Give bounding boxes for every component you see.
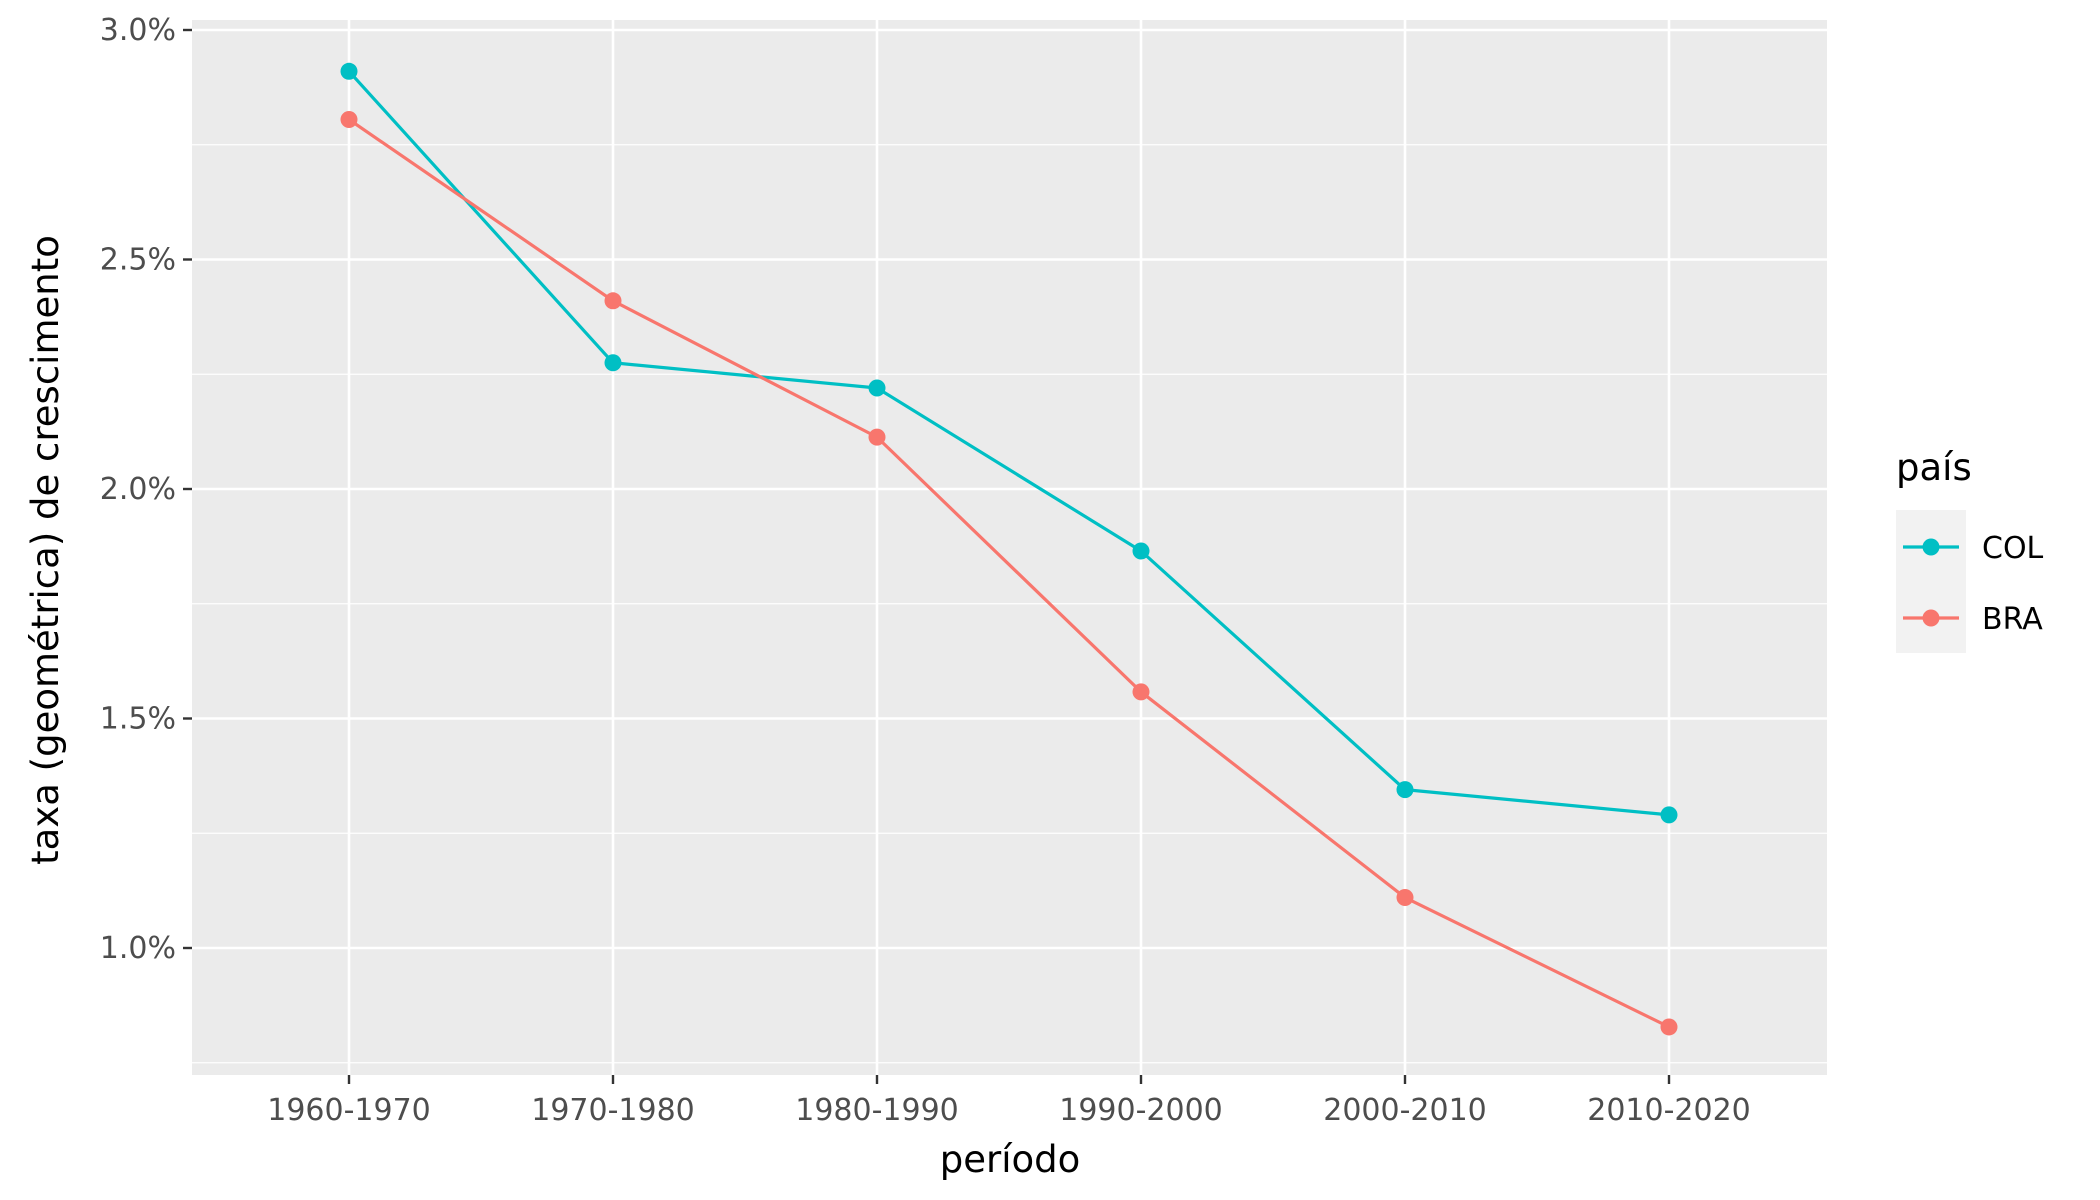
data-point-col	[1396, 781, 1414, 799]
y-axis-title: taxa (geométrica) de crescimento	[24, 235, 67, 865]
legend-items: COL BRA	[1903, 531, 2044, 637]
data-point-col	[1132, 542, 1150, 560]
data-point-bra	[1132, 683, 1150, 701]
data-point-col	[340, 62, 358, 80]
x-tick-label: 1980-1990	[795, 1093, 959, 1128]
panel-background	[192, 20, 1827, 1075]
y-tick-label: 3.0%	[100, 13, 176, 48]
x-tick-label: 2000-2010	[1323, 1093, 1487, 1128]
axes: 1.0% 1.5% 2.0% 2.5% 3.0% 1960-1970 1970-1980 19…	[100, 13, 1751, 1128]
legend-key-point-col	[1922, 538, 1940, 556]
y-tick-label: 1.5%	[100, 702, 176, 737]
x-axis-title: período	[940, 1138, 1081, 1181]
x-tick-label: 1960-1970	[267, 1093, 431, 1128]
series-line-col	[347, 70, 1670, 817]
y-tick-label: 1.0%	[100, 931, 176, 966]
data-point-bra	[1660, 1018, 1678, 1036]
series-layer	[340, 62, 1678, 1036]
y-tick-label: 2.0%	[100, 472, 176, 507]
x-tick-label: 2010-2020	[1587, 1093, 1751, 1128]
data-point-bra	[1396, 889, 1414, 907]
legend-key-background	[1896, 510, 1966, 653]
data-point-col	[604, 354, 622, 372]
data-point-col	[868, 379, 886, 397]
data-point-bra	[868, 428, 886, 446]
legend-label-bra: BRA	[1982, 602, 2043, 637]
x-tick-label: 1970-1980	[531, 1093, 695, 1128]
data-point-bra	[604, 292, 622, 310]
legend-key-point-bra	[1922, 609, 1940, 627]
series-line-bra	[348, 118, 1670, 1029]
data-point-bra	[340, 111, 358, 129]
x-tick-label: 1990-2000	[1059, 1093, 1223, 1128]
legend-label-col: COL	[1982, 531, 2044, 566]
y-tick-label: 2.5%	[100, 243, 176, 278]
legend-title: país	[1896, 446, 1972, 489]
legend: país COL BRA	[1896, 446, 2044, 653]
data-point-col	[1660, 806, 1678, 824]
